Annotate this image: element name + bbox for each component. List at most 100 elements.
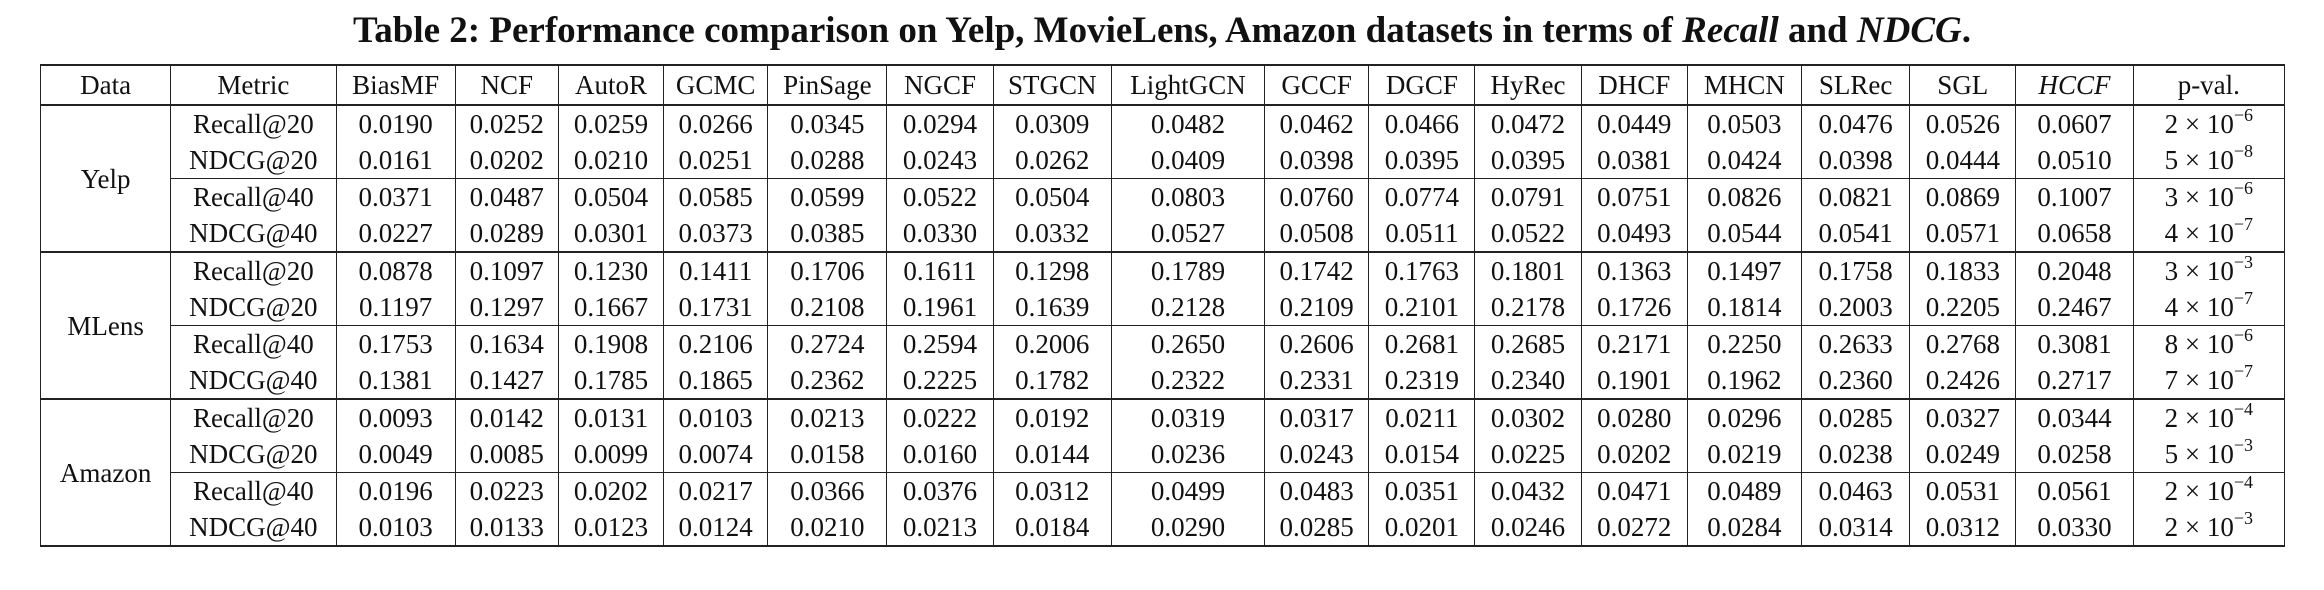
metric-value: 0.0432 bbox=[1474, 472, 1582, 509]
metric-value: 0.0272 bbox=[1580, 509, 1688, 547]
metric-value: 0.2319 bbox=[1368, 362, 1476, 399]
metric-value: 0.0371 bbox=[335, 178, 456, 215]
p-value-exponent: −7 bbox=[2233, 214, 2253, 234]
metric-value: 0.0160 bbox=[886, 436, 994, 473]
metric-value: 0.0190 bbox=[335, 104, 456, 142]
metric-value: 0.0878 bbox=[335, 251, 456, 289]
metric-value: 0.0099 bbox=[557, 436, 665, 473]
metric-value: 0.0049 bbox=[335, 436, 456, 473]
caption-text: Table 2: Performance comparison on Yelp,… bbox=[353, 10, 1683, 51]
table-row: NDCG@20 0.1197 0.1297 0.1667 0.1731 0.2108 0.1… bbox=[41, 288, 2286, 326]
table-row: MLens Recall@20 0.0878 0.1097 0.1230 0.1411 0.… bbox=[39, 251, 2286, 400]
metric-value: 0.0526 bbox=[1909, 104, 2017, 142]
metric-value: 0.1706 bbox=[767, 251, 888, 289]
metric-value: 0.0161 bbox=[335, 142, 456, 179]
dataset-name: MLens bbox=[39, 251, 172, 400]
column-header: DGCF bbox=[1368, 64, 1476, 106]
column-header: MHCN bbox=[1686, 64, 1803, 106]
table-row: NDCG@40 0.0227 0.0289 0.0301 0.0373 0.0385 0.0… bbox=[41, 214, 2286, 252]
column-header: PinSage bbox=[767, 64, 888, 106]
metric-name: Recall@20 bbox=[170, 251, 337, 289]
metric-value: 0.0821 bbox=[1801, 178, 1911, 215]
p-value-exponent: −6 bbox=[2233, 105, 2253, 125]
metric-value: 0.1667 bbox=[557, 289, 665, 326]
p-value-base: 3 × 10 bbox=[2164, 256, 2234, 286]
p-value: 8 × 10−6 bbox=[2132, 325, 2286, 362]
metric-value: 0.2685 bbox=[1474, 325, 1582, 362]
p-value: 7 × 10−7 bbox=[2132, 362, 2286, 399]
p-value: 4 × 10−7 bbox=[2132, 214, 2286, 252]
metric-value: 0.0760 bbox=[1264, 178, 1370, 215]
metric-value: 0.0227 bbox=[335, 215, 456, 252]
column-header: GCMC bbox=[663, 64, 769, 106]
metric-value: 0.2650 bbox=[1110, 325, 1266, 362]
p-value-exponent: −4 bbox=[2233, 399, 2253, 419]
metric-value: 0.0366 bbox=[767, 472, 888, 509]
metric-value: 0.0332 bbox=[992, 215, 1112, 252]
metric-value: 0.2340 bbox=[1474, 362, 1582, 399]
metric-value: 0.0285 bbox=[1801, 398, 1911, 436]
metric-value: 0.0266 bbox=[663, 104, 769, 142]
metric-value: 0.0599 bbox=[767, 178, 888, 215]
p-value-base: 8 × 10 bbox=[2164, 329, 2234, 359]
metric-value: 0.2225 bbox=[886, 362, 994, 399]
metric-value: 0.0791 bbox=[1474, 178, 1582, 215]
hccf-best-value: 0.0561 bbox=[2015, 472, 2134, 509]
p-value: 2 × 10−3 bbox=[2132, 509, 2286, 547]
metric-value: 0.0252 bbox=[454, 104, 559, 142]
metric-value: 0.0541 bbox=[1801, 215, 1911, 252]
metric-value: 0.0503 bbox=[1686, 104, 1803, 142]
caption-metric-recall: Recall bbox=[1682, 10, 1779, 51]
p-value-base: 2 × 10 bbox=[2164, 512, 2234, 542]
metric-value: 0.0449 bbox=[1580, 104, 1688, 142]
metric-value: 0.0223 bbox=[454, 472, 559, 509]
metric-value: 0.0395 bbox=[1474, 142, 1582, 179]
metric-value: 0.1298 bbox=[992, 251, 1112, 289]
metric-name: NDCG@40 bbox=[170, 215, 337, 252]
metric-value: 0.0424 bbox=[1686, 142, 1803, 179]
metric-value: 0.1763 bbox=[1368, 251, 1476, 289]
metric-value: 0.0184 bbox=[992, 509, 1112, 547]
metric-value: 0.0476 bbox=[1801, 104, 1911, 142]
metric-value: 0.1363 bbox=[1580, 251, 1688, 289]
metric-value: 0.0085 bbox=[454, 436, 559, 473]
table-row: Yelp Recall@20 0.0190 0.0252 0.0259 0.0266 0.0… bbox=[39, 104, 2286, 253]
metric-value: 0.0472 bbox=[1474, 104, 1582, 142]
table-row: Amazon Recall@20 0.0093 0.0142 0.0131 0.0103 0… bbox=[39, 398, 2286, 547]
metric-value: 0.0398 bbox=[1801, 142, 1911, 179]
metric-value: 0.0213 bbox=[886, 509, 994, 547]
metric-value: 0.1411 bbox=[663, 251, 769, 289]
metric-value: 0.0462 bbox=[1264, 104, 1370, 142]
metric-value: 0.0124 bbox=[663, 509, 769, 547]
metric-value: 0.0489 bbox=[1686, 472, 1803, 509]
metric-value: 0.0504 bbox=[992, 178, 1112, 215]
metric-value: 0.1758 bbox=[1801, 251, 1911, 289]
metric-value: 0.1782 bbox=[992, 362, 1112, 399]
metric-value: 0.2594 bbox=[886, 325, 994, 362]
column-header: SLRec bbox=[1801, 64, 1911, 106]
metric-value: 0.2128 bbox=[1110, 289, 1266, 326]
p-value-exponent: −8 bbox=[2233, 141, 2253, 161]
metric-value: 0.0527 bbox=[1110, 215, 1266, 252]
metric-value: 0.1785 bbox=[557, 362, 665, 399]
metric-value: 0.0373 bbox=[663, 215, 769, 252]
metric-value: 0.1611 bbox=[886, 251, 994, 289]
metric-value: 0.0531 bbox=[1909, 472, 2017, 509]
metric-value: 0.1901 bbox=[1580, 362, 1688, 399]
p-value: 2 × 10−6 bbox=[2132, 104, 2286, 142]
metric-value: 0.0751 bbox=[1580, 178, 1688, 215]
metric-value: 0.0196 bbox=[335, 472, 456, 509]
p-value-exponent: −6 bbox=[2233, 325, 2253, 345]
p-value: 4 × 10−7 bbox=[2132, 288, 2286, 326]
hccf-best-value: 0.1007 bbox=[2015, 178, 2134, 215]
metric-value: 0.1097 bbox=[454, 251, 559, 289]
metric-value: 0.0319 bbox=[1110, 398, 1266, 436]
p-value: 5 × 10−8 bbox=[2132, 141, 2286, 179]
hccf-best-value: 0.0607 bbox=[2015, 104, 2134, 142]
p-value-base: 5 × 10 bbox=[2164, 439, 2234, 469]
p-value-exponent: −7 bbox=[2233, 288, 2253, 308]
metric-value: 0.0158 bbox=[767, 436, 888, 473]
metric-value: 0.0142 bbox=[454, 398, 559, 436]
metric-value: 0.0246 bbox=[1474, 509, 1582, 547]
metric-value: 0.0093 bbox=[335, 398, 456, 436]
